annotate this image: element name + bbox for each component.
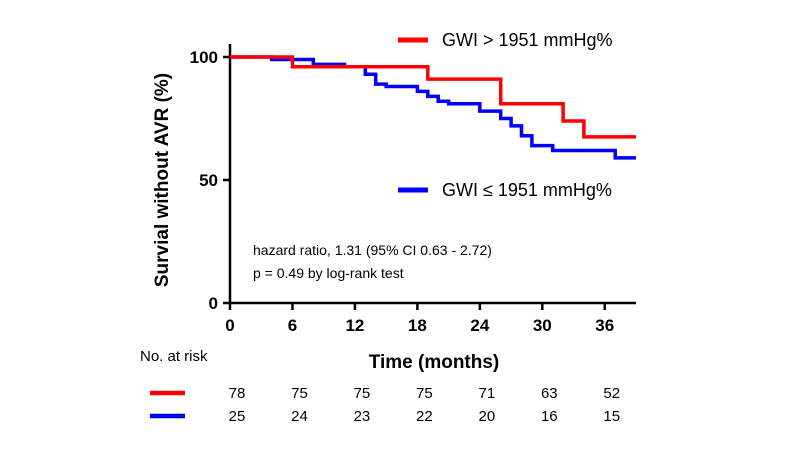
risk-count: 52 xyxy=(603,385,620,402)
risk-count: 75 xyxy=(354,385,371,402)
survival-curves xyxy=(230,55,636,160)
risk-count: 25 xyxy=(229,408,246,425)
risk-count: 71 xyxy=(479,385,496,402)
y-tick-label: 50 xyxy=(199,171,218,190)
risk-count: 24 xyxy=(291,408,308,425)
risk-count: 16 xyxy=(541,408,558,425)
x-axis-title: Time (months) xyxy=(369,352,500,373)
hazard-ratio-annotation: hazard ratio, 1.31 (95% CI 0.63 - 2.72) xyxy=(253,242,492,258)
x-tick-label: 18 xyxy=(408,316,427,335)
x-tick-label: 12 xyxy=(345,316,364,335)
risk-count: 15 xyxy=(603,408,620,425)
axes xyxy=(223,44,636,310)
risk-count: 23 xyxy=(354,408,371,425)
x-tick-label: 24 xyxy=(470,316,489,335)
x-tick-label: 0 xyxy=(225,316,234,335)
risk-table: 78 75 75 75 71 63 52 25 24 23 22 20 16 15 xyxy=(150,385,620,425)
risk-count: 63 xyxy=(541,385,558,402)
risk-count: 75 xyxy=(291,385,308,402)
tick-labels: 0 6 12 18 24 30 36 0 50 100 xyxy=(190,48,615,335)
x-tick-label: 30 xyxy=(533,316,552,335)
risk-count: 22 xyxy=(416,408,433,425)
survival-curve-low-gwi xyxy=(230,55,636,160)
survival-curve-high-gwi xyxy=(230,55,636,139)
x-tick-label: 6 xyxy=(288,316,297,335)
y-tick-label: 0 xyxy=(209,294,218,313)
y-tick-label: 100 xyxy=(190,48,218,67)
risk-table-label: No. at risk xyxy=(140,348,208,365)
legend-label-low: GWI ≤ 1951 mmHg% xyxy=(442,180,612,200)
risk-count: 75 xyxy=(416,385,433,402)
y-axis-title: Survial without AVR (%) xyxy=(152,73,173,287)
risk-count: 20 xyxy=(479,408,496,425)
p-value-annotation: p = 0.49 by log-rank test xyxy=(253,265,404,281)
x-tick-label: 36 xyxy=(595,316,614,335)
legend: GWI > 1951 mmHg% GWI ≤ 1951 mmHg% xyxy=(398,30,613,200)
legend-label-high: GWI > 1951 mmHg% xyxy=(442,30,613,50)
risk-count: 78 xyxy=(229,385,246,402)
